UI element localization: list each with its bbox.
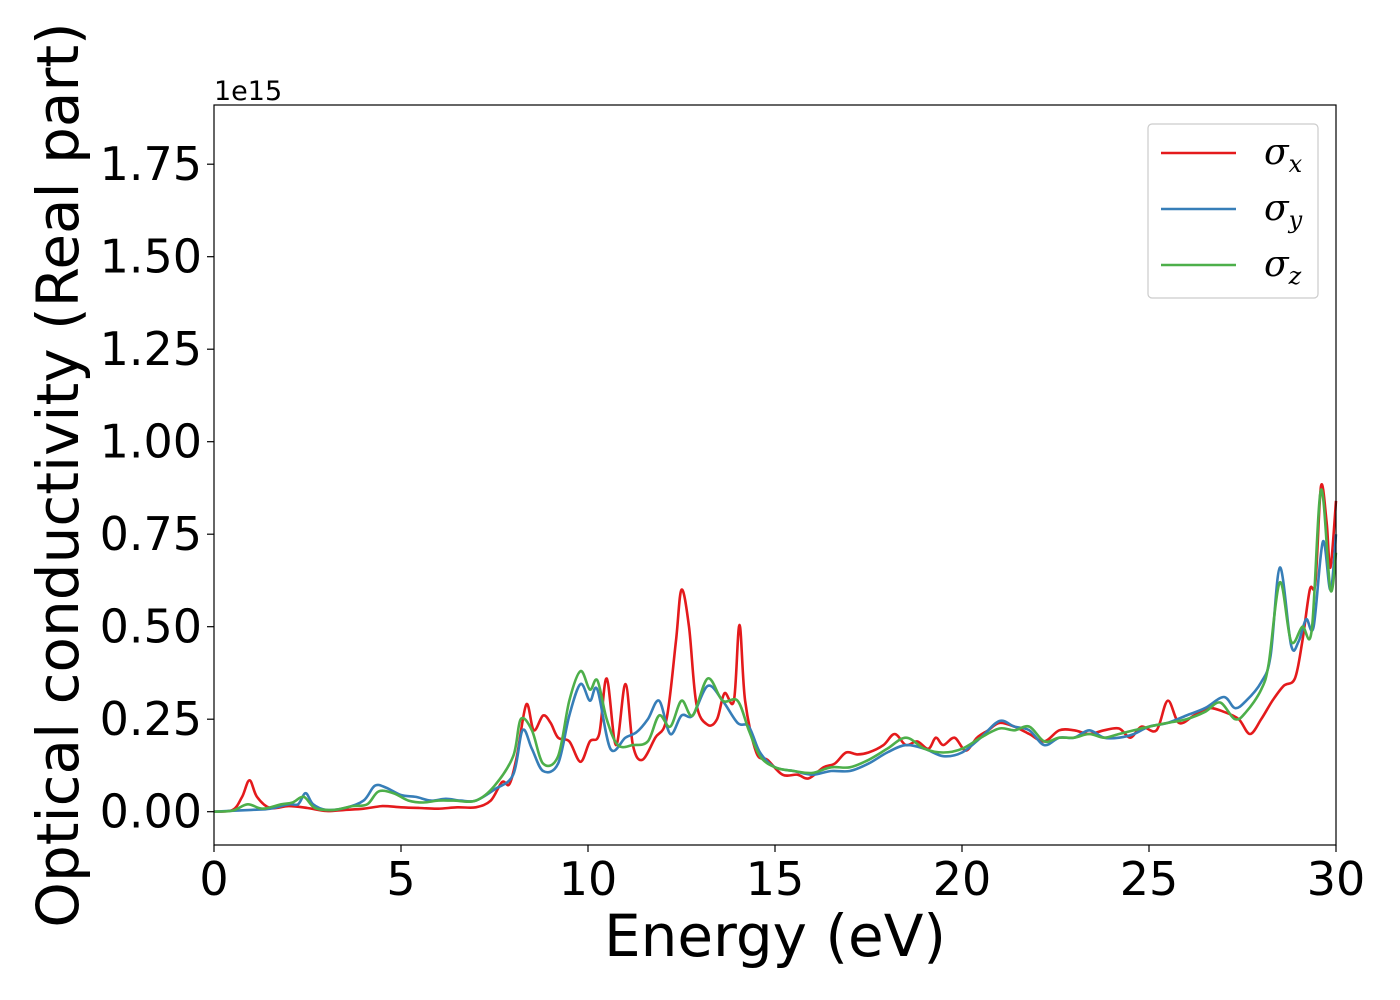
- x-tick-label: 25: [1120, 852, 1179, 906]
- legend-label-y: σy: [1264, 188, 1303, 234]
- series-layer: [213, 482, 1338, 813]
- x-axis-title: Energy (eV): [604, 902, 946, 970]
- series-line-y: [213, 534, 1338, 813]
- y-tick-label: 1.25: [100, 322, 202, 376]
- x-axis: 0 5 10 15 20 25 30: [199, 845, 1365, 906]
- y-tick-label: 0.75: [100, 507, 202, 561]
- y-axis: 0.00 0.25 0.50 0.75 1.00 1.25 1.50 1.75: [100, 137, 214, 839]
- x-tick-label: 10: [559, 852, 618, 906]
- x-tick-label: 20: [933, 852, 992, 906]
- y-tick-label: 1.00: [100, 415, 202, 469]
- x-tick-label: 30: [1307, 852, 1366, 906]
- y-offset-label: 1e15: [214, 76, 282, 107]
- x-tick-label: 15: [746, 852, 805, 906]
- y-tick-label: 0.25: [100, 692, 202, 746]
- y-tick-label: 1.50: [100, 230, 202, 284]
- y-tick-label: 0.50: [100, 600, 202, 654]
- y-tick-label: 0.00: [100, 785, 202, 839]
- legend-label-x: σx: [1264, 132, 1303, 178]
- legend: σx σy σz: [1147, 123, 1319, 299]
- legend-box: [1147, 123, 1319, 299]
- series-line-z: [213, 488, 1338, 813]
- x-tick-label: 0: [199, 852, 228, 906]
- y-tick-label: 1.75: [100, 137, 202, 191]
- y-axis-title: Optical conductivity (Real part): [24, 22, 92, 927]
- x-tick-label: 5: [386, 852, 415, 906]
- legend-label-z: σz: [1264, 244, 1302, 290]
